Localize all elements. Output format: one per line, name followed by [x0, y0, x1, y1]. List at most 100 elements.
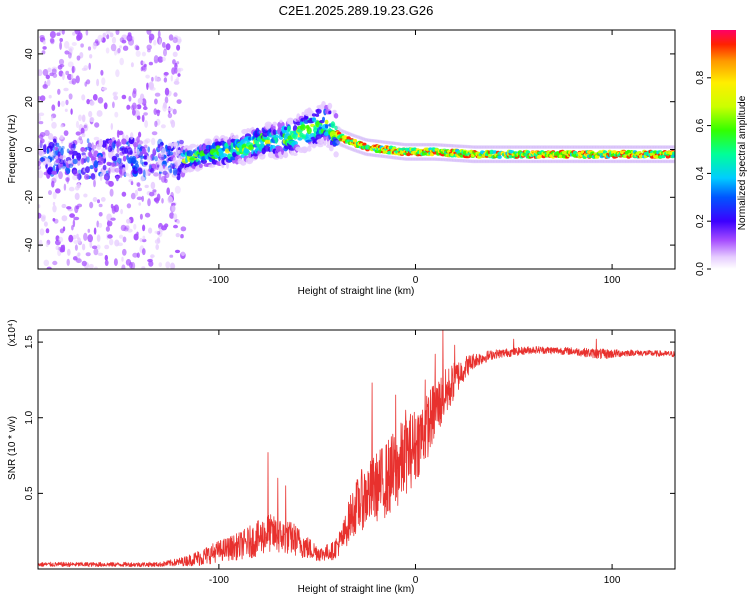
spectrogram-cell — [172, 167, 178, 176]
spectrogram-cell — [76, 137, 83, 144]
spectrogram-cell — [103, 176, 108, 180]
spectrogram-cell — [42, 46, 47, 50]
spectrogram-cell — [432, 157, 438, 161]
spectrogram-cell — [637, 159, 642, 164]
spectrogram-cell — [115, 176, 119, 180]
spectrogram-cell — [107, 234, 113, 239]
spectrogram-cell — [528, 159, 534, 164]
spectrogram-cell — [74, 244, 78, 251]
spectrogram-cell — [510, 159, 515, 164]
spectrogram-cell — [392, 155, 397, 160]
spectrogram-cell — [143, 139, 149, 145]
spectrogram-cell — [55, 159, 60, 163]
spectrogram-cell — [320, 137, 324, 144]
spectrogram-cell — [628, 159, 633, 164]
spectrogram-cell — [503, 159, 509, 164]
spectrogram-cell — [604, 159, 609, 164]
spectrogram-cell — [494, 159, 499, 164]
spectrogram-cell — [296, 121, 301, 126]
spectrogram-cell — [156, 237, 161, 244]
spectrogram-cell — [60, 100, 65, 107]
spectrogram-cell — [119, 45, 123, 49]
spectrogram-y-tick-label: 0 — [24, 146, 35, 152]
spectrogram-cell — [629, 159, 634, 164]
spectrogram-cell — [561, 145, 567, 149]
spectrogram-cell — [453, 158, 458, 163]
spectrogram-cell — [87, 142, 92, 149]
spectrogram-cell — [38, 69, 43, 77]
spectrogram-cell — [76, 258, 82, 264]
spectrogram-cell — [613, 159, 619, 164]
spectrogram-cell — [593, 145, 598, 149]
spectrogram-cell — [63, 87, 69, 92]
spectrogram-cell — [511, 159, 516, 164]
spectrogram-cell — [340, 143, 345, 148]
spectrogram-cell — [170, 75, 173, 82]
spectrogram-cell — [497, 145, 502, 149]
spectrogram-cell — [549, 159, 554, 164]
spectrogram-cell — [322, 116, 325, 122]
spectrogram-cell — [104, 254, 109, 261]
spectrogram-cell — [143, 155, 148, 160]
spectrogram-cell — [74, 205, 79, 214]
spectrogram-plot-area — [38, 30, 675, 269]
spectrogram-cell — [599, 145, 605, 149]
spectrogram-cell — [66, 206, 72, 210]
spectrogram-cell — [429, 152, 435, 157]
spectrogram-cell — [287, 125, 291, 132]
spectrogram-cell — [506, 145, 512, 149]
spectrogram-cell — [125, 218, 131, 224]
spectrogram-cell — [558, 145, 564, 149]
figure-title: C2E1.2025.289.19.23.G26 — [279, 3, 434, 18]
spectrogram-cell — [150, 254, 155, 258]
spectrogram-cell — [71, 78, 77, 85]
spectrogram-cell — [125, 259, 132, 266]
spectrogram-cell — [423, 142, 428, 147]
spectrogram-cell — [172, 108, 177, 115]
spectrogram-cell — [67, 73, 73, 81]
spectrogram-cell — [407, 142, 413, 147]
spectrogram-cell — [148, 227, 153, 234]
spectrogram-cell — [72, 219, 76, 228]
spectrogram-cell — [404, 157, 409, 161]
spectrogram-cell — [97, 252, 104, 256]
spectrogram-cell — [63, 41, 70, 49]
snr-x-tick-label: -100 — [209, 575, 229, 586]
spectrogram-cell — [650, 145, 655, 149]
spectrogram-cell — [565, 159, 570, 164]
spectrogram-cell — [500, 145, 505, 149]
spectrogram-cell — [50, 38, 55, 45]
spectrogram-cell — [403, 157, 408, 161]
spectrogram-cell — [122, 155, 127, 162]
spectrogram-cell — [297, 137, 303, 141]
spectrogram-cell — [208, 164, 216, 168]
spectrogram-cell — [101, 77, 106, 86]
spectrogram-cell — [596, 159, 601, 164]
spectrogram-y-tick-label: 40 — [24, 48, 35, 60]
snr-frame — [37, 329, 676, 570]
spectrogram-cell — [604, 145, 609, 149]
spectrogram-cell — [165, 261, 171, 269]
colorbar-tick-label: 0.4 — [695, 166, 706, 180]
spectrogram-cell — [130, 181, 134, 186]
spectrogram-cell — [579, 145, 584, 149]
spectrogram-cell — [92, 42, 97, 50]
spectrogram-cell — [596, 145, 601, 149]
spectrogram-cell — [306, 127, 312, 135]
spectrogram-cell — [590, 159, 595, 164]
spectrogram-cell — [388, 155, 394, 160]
spectrogram-cell — [488, 145, 493, 149]
spectrogram-cell — [544, 159, 549, 164]
spectrogram-cell — [552, 145, 557, 149]
spectrogram-cell — [635, 145, 641, 149]
spectrogram-cell — [160, 124, 166, 129]
spectrogram-cell — [161, 148, 167, 155]
spectrogram-cell — [481, 159, 487, 164]
spectrogram-cell — [634, 159, 639, 164]
spectrogram-cell — [97, 199, 100, 204]
spectrogram-cell — [38, 115, 42, 122]
spectrogram-cell — [459, 144, 465, 149]
spectrogram-cell — [114, 167, 120, 173]
spectrogram-cell — [39, 132, 46, 137]
